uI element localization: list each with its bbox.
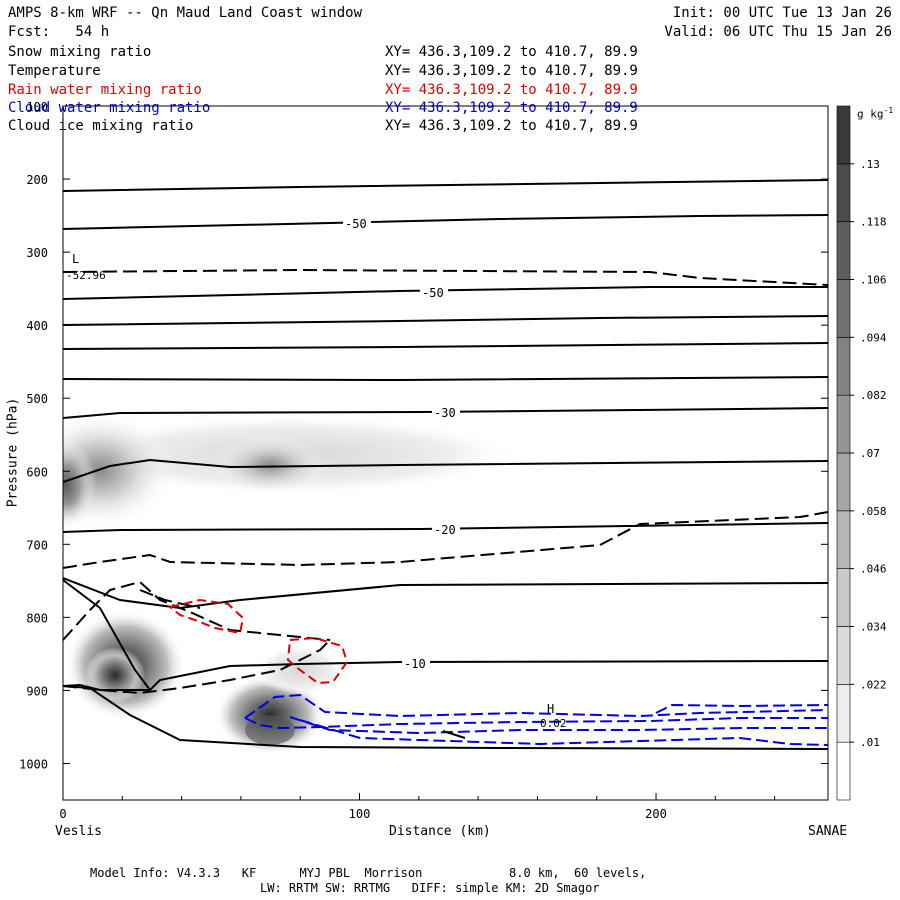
y-tick-label: 800 <box>26 611 48 625</box>
colorbar-box <box>836 684 851 743</box>
model-info-line-2: LW: RRTM SW: RRTMG DIFF: simple KM: 2D S… <box>260 881 600 895</box>
isotherm-lines <box>63 179 828 750</box>
model-title: AMPS 8-km WRF -- Qn Maud Land Coast wind… <box>8 5 363 21</box>
y-tick-label: 300 <box>26 246 48 260</box>
x-tick-label: 0 <box>59 807 66 821</box>
y-tick-label: 1000 <box>19 757 48 771</box>
cloud-ice-contour-3 <box>63 580 331 641</box>
y-axis-title: Pressure (hPa) <box>5 397 21 508</box>
colorbar-label: .07 <box>860 447 880 460</box>
colorbar-label: .046 <box>860 563 887 576</box>
high-marker: H <box>547 702 554 716</box>
cloud-ice-contour-2 <box>63 511 828 569</box>
y-tick-label: 700 <box>26 538 48 552</box>
colorbar-label: .022 <box>860 678 887 691</box>
colorbar-label: .118 <box>860 216 887 229</box>
colorbar-label: .01 <box>860 736 880 749</box>
field-name-temperature: Temperature <box>8 63 101 79</box>
isotherm-13 <box>63 579 151 691</box>
colorbar-label: .106 <box>860 274 887 287</box>
colorbar-box <box>836 105 851 165</box>
x-tick-label: 200 <box>645 807 667 821</box>
low-marker: L <box>72 252 79 266</box>
cloud-ice-contour-1 <box>63 268 828 286</box>
isotherm-8 <box>63 458 828 483</box>
cloud-water-contour-1 <box>244 693 828 719</box>
cloud-water-contour-2 <box>244 717 828 730</box>
rain-water-contour-2 <box>286 636 349 685</box>
isotherm-label: -10 <box>404 657 426 671</box>
x-left-endpoint: Veslis <box>55 824 102 839</box>
colorbar-box <box>836 163 851 222</box>
isotherm-label: -20 <box>434 523 456 537</box>
field-name-cloud-ice: Cloud ice mixing ratio <box>8 118 194 134</box>
cloud-water-contour-3 <box>299 719 828 746</box>
y-tick-label: 200 <box>26 173 48 187</box>
colorbar-label: .082 <box>860 389 887 402</box>
y-axis: 100 200 300 400 500 600 700 800 900 1000 <box>19 100 828 771</box>
isotherm-1 <box>63 179 828 192</box>
y-tick-label: 600 <box>26 465 48 479</box>
isotherm-5 <box>63 342 828 350</box>
colorbar-box <box>836 626 851 685</box>
isotherm-label: -30 <box>434 406 456 420</box>
colorbar-box <box>836 221 851 280</box>
surface-marker <box>442 730 466 739</box>
y-tick-label: 500 <box>26 392 48 406</box>
colorbar-box <box>836 741 851 801</box>
field-name-rain: Rain water mixing ratio <box>8 82 202 98</box>
isotherm-label: -50 <box>422 286 444 300</box>
colorbar-box <box>836 279 851 338</box>
high-value: 0.02 <box>540 717 567 730</box>
colorbar-box <box>836 452 851 512</box>
colorbar-label: .034 <box>860 621 887 634</box>
field-name-cloud-water: Cloud water mixing ratio <box>8 100 211 116</box>
colorbar-label: .058 <box>860 505 887 518</box>
colorbar-box <box>836 394 851 454</box>
plot-frame <box>62 105 829 801</box>
isotherm-4 <box>63 315 828 326</box>
cloud-water-contours <box>244 693 828 746</box>
valid-time: Valid: 06 UTC Thu 15 Jan 26 <box>664 24 892 40</box>
cloud-ice-contour-4 <box>63 639 331 695</box>
low-value: -52.96 <box>66 269 106 282</box>
colorbar-box <box>836 337 851 396</box>
x-axis: 0 100 200 <box>59 793 776 821</box>
field-xy-snow: XY= 436.3,109.2 to 410.7, 89.9 <box>385 44 638 60</box>
field-xy-temperature: XY= 436.3,109.2 to 410.7, 89.9 <box>385 63 638 79</box>
cloud-water-contour-4 <box>289 716 828 735</box>
y-tick-label: 400 <box>26 319 48 333</box>
y-tick-label: 900 <box>26 684 48 698</box>
y-tick-label: 100 <box>26 100 48 114</box>
cloud-ice-contour-5 <box>139 589 201 609</box>
colorbar-box <box>836 510 851 569</box>
isotherm-3 <box>63 286 828 300</box>
isotherm-label: -50 <box>345 217 367 231</box>
init-time: Init: 00 UTC Tue 13 Jan 26 <box>672 5 892 21</box>
isotherm-9 <box>63 522 828 533</box>
isotherm-10 <box>63 577 828 610</box>
colorbar-units: g kg-1 <box>857 106 894 121</box>
isotherm-7 <box>63 407 828 419</box>
model-info-line-1: Model Info: V4.3.3 KF MYJ PBL Morrison 8… <box>90 866 647 880</box>
forecast-hour: Fcst: 54 h <box>8 24 110 40</box>
isotherm-6 <box>63 376 828 382</box>
colorbar-box <box>836 568 851 627</box>
colorbar-label: .094 <box>860 331 887 344</box>
x-tick-label: 100 <box>349 807 371 821</box>
x-axis-title: Distance (km) <box>389 824 491 839</box>
snow-shading <box>63 410 520 755</box>
cloud-ice-contours <box>63 268 828 695</box>
colorbar: .01 .022 .034 .046 .058 .07 .082 .094 .106 .118 .1… <box>836 105 887 801</box>
colorbar-label: .13 <box>860 158 880 171</box>
x-right-endpoint: SANAE <box>808 824 848 839</box>
isotherm-2 <box>63 214 828 230</box>
cloud-water-contour-5 <box>655 703 828 714</box>
field-xy-rain: XY= 436.3,109.2 to 410.7, 89.9 <box>385 82 638 98</box>
field-xy-cloud-ice: XY= 436.3,109.2 to 410.7, 89.9 <box>385 118 638 134</box>
field-xy-cloud-water: XY= 436.3,109.2 to 410.7, 89.9 <box>385 100 638 116</box>
field-name-snow: Snow mixing ratio <box>8 44 152 60</box>
rain-water-contours <box>167 598 349 685</box>
